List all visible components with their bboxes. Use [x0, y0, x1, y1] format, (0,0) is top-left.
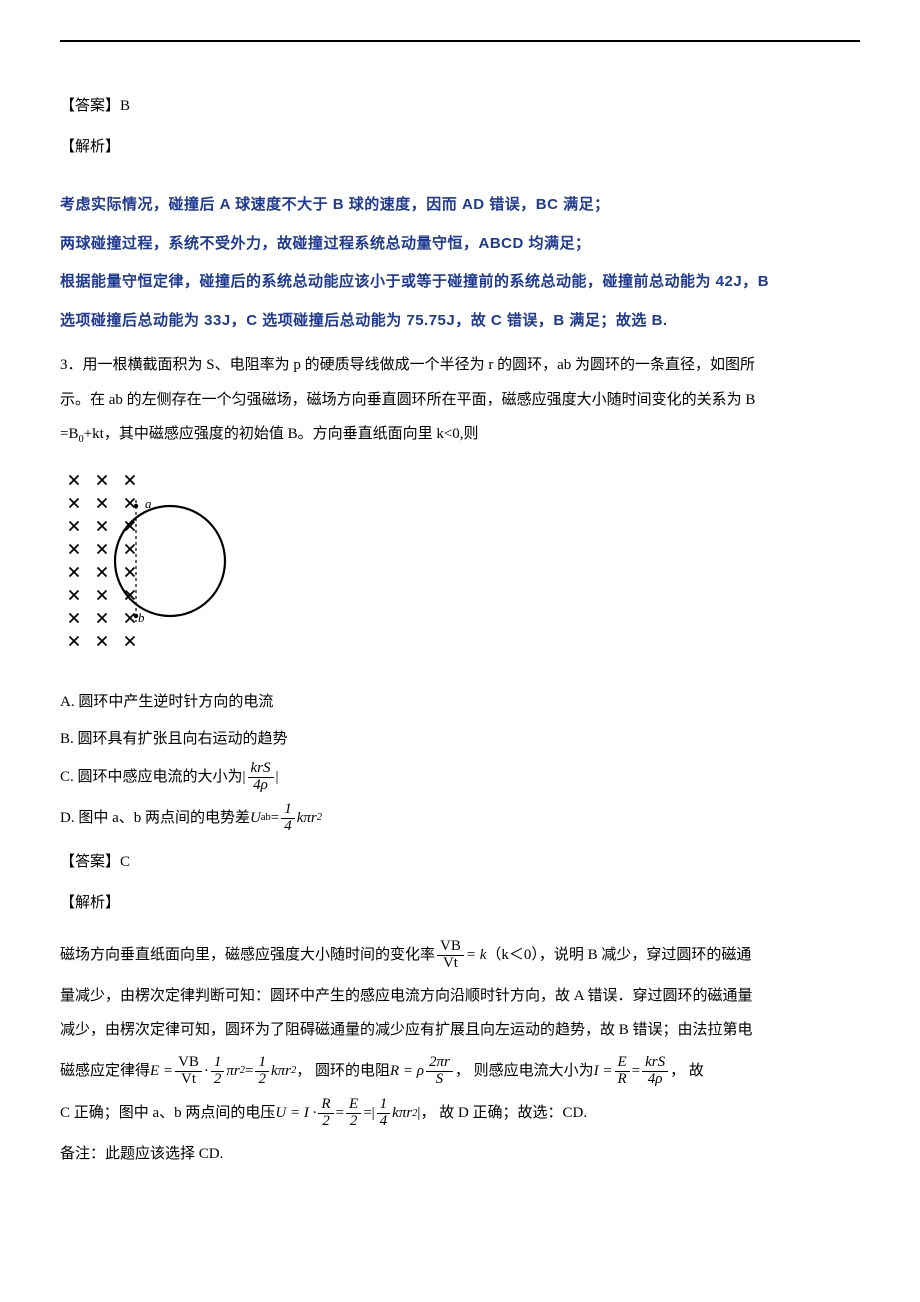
exp-f5: 2πr S [426, 1055, 453, 1088]
svg-text:a: a [145, 496, 152, 511]
option-c-num: krS [248, 761, 274, 778]
exp-l4c: ， 圆环的电阻 [296, 1057, 390, 1086]
exp-eq3: = [632, 1057, 640, 1086]
exp-f6-num: E [615, 1055, 630, 1072]
analysis-label-1: 【解析】 [60, 133, 860, 162]
exp-l5a: C 正确；图中 a、b 两点间的电压 [60, 1099, 275, 1128]
explain-line-5: C 正确；图中 a、b 两点间的电压 U = I · R 2 = E 2 =| … [60, 1097, 860, 1130]
exp-l1c: （k＜0），说明 B 减少，穿过圆环的磁通 [486, 941, 751, 970]
option-d-frac: 1 4 [281, 802, 295, 835]
exp-dot: · [204, 1057, 209, 1086]
exp-E: E = [150, 1057, 173, 1086]
exp-pr2a: πr [226, 1057, 239, 1086]
option-d-sup: 2 [317, 808, 322, 828]
exp-f3-num: 1 [211, 1055, 225, 1072]
option-c-pre: C. 圆环中感应电流的大小为| [60, 763, 246, 792]
option-b: B. 圆环具有扩张且向右运动的趋势 [60, 725, 860, 754]
option-d-num: 1 [281, 802, 295, 819]
exp-f4: 1 2 [255, 1055, 269, 1088]
exp-f1-den: Vt [440, 956, 461, 972]
exp-f7-num: krS [642, 1055, 668, 1072]
exp-kpr2b: kπr [392, 1099, 412, 1128]
analysis-label-2: 【解析】 [60, 889, 860, 918]
exp-l1b: = k [466, 941, 487, 970]
option-d-den: 4 [281, 819, 295, 835]
blue-line-3: 根据能量守恒定律，碰撞后的系统总动能应该小于或等于碰撞前的系统总动能，碰撞前总动… [60, 268, 860, 297]
option-b-text: B. 圆环具有扩张且向右运动的趋势 [60, 725, 288, 754]
exp-f5-den: S [433, 1072, 447, 1088]
exp-f9-num: E [346, 1097, 361, 1114]
exp-I: I = [594, 1057, 613, 1086]
blue-explanation-block: 考虑实际情况，碰撞后 A 球速度不大于 B 球的速度，因而 AD 错误，BC 满… [60, 191, 860, 335]
exp-f7: krS 4ρ [642, 1055, 668, 1088]
exp-f4-den: 2 [255, 1072, 269, 1088]
option-d-kpr: kπr [297, 804, 317, 833]
exp-f3: 1 2 [211, 1055, 225, 1088]
exp-f3-den: 2 [211, 1072, 225, 1088]
answer-c: 【答案】C [60, 848, 860, 877]
exp-f6: E R [615, 1055, 630, 1088]
exp-l4d: ， 则感应电流大小为 [455, 1057, 594, 1086]
answer-b: 【答案】B [60, 92, 860, 121]
blue-line-1: 考虑实际情况，碰撞后 A 球速度不大于 B 球的速度，因而 AD 错误，BC 满… [60, 191, 860, 220]
exp-kpr2: kπr [271, 1057, 291, 1086]
diagram-svg: ab [60, 464, 260, 664]
exp-f8-num: R [318, 1097, 333, 1114]
q3-line-2: 示。在 ab 的左侧存在一个匀强磁场，磁场方向垂直圆环所在平面，磁感应强度大小随… [60, 386, 860, 415]
option-d-sub: ab [261, 808, 271, 828]
exp-f2-den: Vt [178, 1072, 199, 1088]
q3-text-3a: =B [60, 426, 78, 442]
exp-U: U = I · [275, 1099, 316, 1128]
exp-eq4: = [336, 1099, 344, 1128]
option-d-U: U [250, 804, 261, 833]
exp-l4a: 磁感应定律得 [60, 1057, 150, 1086]
explain-note: 备注：此题应该选择 CD. [60, 1140, 860, 1169]
magnetic-field-diagram: ab [60, 464, 860, 675]
exp-f7-den: 4ρ [645, 1072, 666, 1088]
exp-f8-den: 2 [319, 1114, 333, 1130]
exp-R: R = ρ [390, 1057, 424, 1086]
option-c-post: | [276, 763, 279, 792]
option-c-den: 4ρ [248, 778, 274, 794]
option-d-eq: = [271, 804, 279, 833]
option-c-frac: krS 4ρ [248, 761, 274, 794]
exp-f9: E 2 [346, 1097, 361, 1130]
explain-line-2: 量减少，由楞次定律判断可知：圆环中产生的感应电流方向沿顺时针方向，故 A 错误．… [60, 982, 860, 1011]
q3-line-1: 3．用一根横截面积为 S、电阻率为 p 的硬质导线做成一个半径为 r 的圆环，a… [60, 351, 860, 380]
blue-line-4: 选项碰撞后总动能为 33J，C 选项碰撞后总动能为 75.75J，故 C 错误，… [60, 307, 860, 336]
q3-text-1: 用一根横截面积为 S、电阻率为 p 的硬质导线做成一个半径为 r 的圆环，ab … [83, 357, 756, 373]
exp-f8: R 2 [318, 1097, 333, 1130]
exp-f2: VB Vt [175, 1055, 202, 1088]
exp-f10-den: 4 [377, 1114, 391, 1130]
exp-l1a: 磁场方向垂直纸面向里，磁感应强度大小随时间的变化率 [60, 941, 435, 970]
exp-eq2: = [245, 1057, 253, 1086]
blue-line-2: 两球碰撞过程，系统不受外力，故碰撞过程系统总动量守恒，ABCD 均满足； [60, 230, 860, 259]
option-c: C. 圆环中感应电流的大小为| krS 4ρ | [60, 761, 860, 794]
exp-l4e: ， 故 [670, 1057, 704, 1086]
exp-f6-den: R [615, 1072, 630, 1088]
option-a-text: A. 圆环中产生逆时针方向的电流 [60, 688, 273, 717]
q3-prefix: 3． [60, 357, 83, 373]
option-d: D. 图中 a、b 两点间的电势差 Uab = 1 4 kπr2 [60, 802, 860, 835]
top-rule [60, 40, 860, 42]
explain-line-3: 减少，由楞次定律可知，圆环为了阻碍磁通量的减少应有扩展且向左运动的趋势，故 B … [60, 1016, 860, 1045]
q3-line-3: =B0+kt，其中磁感应强度的初始值 B。方向垂直纸面向里 k<0,则 [60, 420, 860, 450]
explain-line-1: 磁场方向垂直纸面向里，磁感应强度大小随时间的变化率 VB Vt = k （k＜0… [60, 939, 860, 972]
exp-f1-num: VB [437, 939, 464, 956]
exp-f5-num: 2πr [426, 1055, 453, 1072]
exp-f2-num: VB [175, 1055, 202, 1072]
option-d-pre: D. 图中 a、b 两点间的电势差 [60, 804, 250, 833]
explain-line-4: 磁感应定律得 E = VB Vt · 1 2 πr2 = 1 2 kπr2 ， … [60, 1055, 860, 1088]
option-a: A. 圆环中产生逆时针方向的电流 [60, 688, 860, 717]
exp-l5b: ， 故 D 正确；故选：CD. [420, 1099, 587, 1128]
exp-f9-den: 2 [347, 1114, 361, 1130]
svg-text:b: b [138, 610, 145, 625]
exp-eq5: =| [363, 1099, 374, 1128]
exp-f10: 1 4 [377, 1097, 391, 1130]
exp-f4-num: 1 [255, 1055, 269, 1072]
q3-text-3b: +kt，其中磁感应强度的初始值 B。方向垂直纸面向里 k<0,则 [84, 426, 479, 442]
exp-f1: VB Vt [437, 939, 464, 972]
exp-f10-num: 1 [377, 1097, 391, 1114]
